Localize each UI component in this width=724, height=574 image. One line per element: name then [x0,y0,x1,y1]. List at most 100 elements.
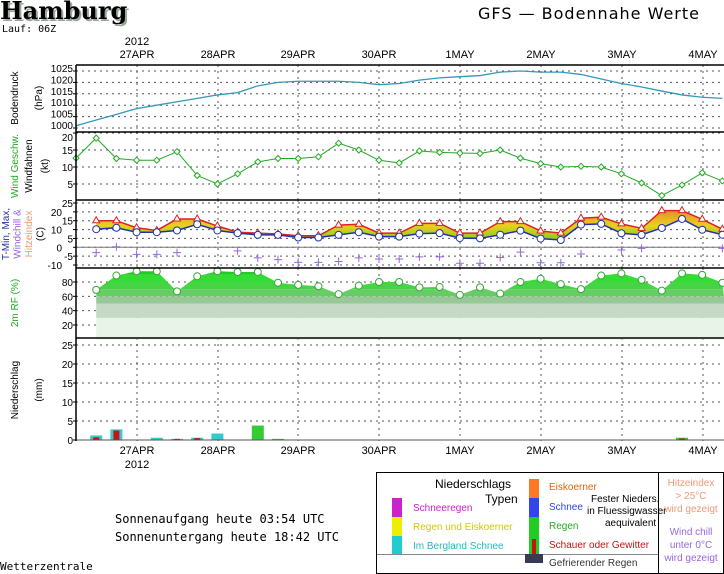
model-run: Lauf: 06Z [2,24,57,35]
humidity-band [96,274,724,282]
tmin-marker [132,228,141,237]
humidity-point [193,272,202,281]
tmax-marker [596,212,606,220]
y-tick-label: 5 [67,234,73,245]
swatch-schneeregen [392,498,402,517]
windchill-marker [132,250,141,259]
y-tick-label: 10 [62,163,74,174]
tmin-marker [476,234,484,243]
precip-bar [211,433,224,440]
date-label-top: 29APR [281,49,316,61]
wind-marker [456,149,464,157]
tmin-marker [193,220,202,229]
sunset-text: Sonnenuntergang heute 18:42 UTC [115,530,339,544]
humidity-point [435,283,444,292]
date-label-bottom: 4MAY [688,445,718,457]
brand-text: Wetterzentrale [0,560,93,573]
temp-axis-label: T-Min, Max, [1,208,12,260]
tmin-marker [152,228,161,237]
tmax-marker [677,205,687,214]
date-label-top: 2MAY [526,49,556,61]
legend-divider [377,554,658,555]
y-tick-label: -10 [48,261,63,272]
date-label-bottom: 27APR [120,445,155,457]
wind-marker [435,148,444,157]
convective-bar [93,437,100,440]
date-label-top: 3MAY [607,49,637,61]
windchill-marker [152,250,161,259]
tmax-marker [354,219,364,227]
tmax-marker [112,215,121,224]
note-line: wird gezeigt [664,504,718,515]
tmin-marker [556,236,565,245]
tmin-marker [657,223,666,232]
wind-marker [516,154,525,162]
windchill-marker [173,248,181,257]
wind-marker [557,163,565,171]
date-label-bottom: 29APR [281,445,316,457]
wind-marker [193,171,201,180]
tmax-marker [637,223,646,231]
precip-bar [272,438,284,440]
windchill-marker [617,245,626,254]
legend-item: Schauer oder Gewitter [549,540,650,551]
y-tick-label: 1025 [51,64,74,75]
humidity-point [233,267,242,276]
humidity-point [496,289,505,298]
y-tick-label: 5 [67,180,73,191]
swatch-schauer [529,536,539,555]
humidity-fill [96,271,724,297]
tmax-marker [536,225,545,234]
y-tick-label: 5 [67,417,73,428]
windchill-marker [294,258,303,267]
humidity-band [96,289,724,297]
tmax-marker [192,213,202,222]
y-tick-label: 10 [62,398,74,409]
humidity-point [516,278,525,286]
tmax-marker [435,218,444,226]
note-line: unter 0°C [669,540,713,551]
date-label-bottom: 1MAY [445,445,475,457]
wind-marker [415,147,424,155]
tmin-marker [294,233,303,242]
y-tick-label: 1020 [51,75,74,86]
tmax-marker [556,228,566,236]
windchill-marker [253,253,262,262]
y-tick-label: 1015 [51,87,74,98]
windchill-marker [516,248,525,257]
y-tick-label: 1000 [51,121,74,132]
city-title: Hamburg [0,0,128,25]
windchill-marker [536,258,545,267]
note-line: wird gezeigt [664,553,718,564]
y-tick-label: 15 [62,379,74,390]
windchill-marker [415,252,424,261]
windchill-marker [314,258,323,267]
humidity-point [536,274,545,283]
humidity-band [96,296,724,304]
humidity-point [112,271,121,280]
wind-marker [314,153,323,161]
tmin-marker [637,230,646,239]
humidity-band [96,303,724,318]
date-label-bottom: 30APR [362,445,397,457]
humidity-point [718,278,724,287]
humidity-point [213,267,222,276]
heat-index-note: Hitzeindex > 25°C wird gezeigt [659,477,723,516]
wind-marker [536,159,545,168]
swatch-regen-eiskoerner [392,517,402,536]
wind-marker [375,156,383,164]
date-label-bottom: 28APR [201,445,236,457]
humidity-point [577,285,585,294]
y-tick-label: 10 [51,226,63,237]
wind-marker [233,170,242,178]
windchill-marker [496,253,505,262]
note-line: Hitzeindex [667,478,715,489]
precip-bar [150,437,163,440]
wind-marker [597,163,605,171]
wind-marker [132,156,141,164]
legend-item: Im Bergland Schnee [413,541,504,552]
windchill-marker [718,244,724,253]
humidity-point [314,282,323,291]
solid-note: Fester Nieders. [591,494,660,505]
tmax-marker [697,214,707,222]
